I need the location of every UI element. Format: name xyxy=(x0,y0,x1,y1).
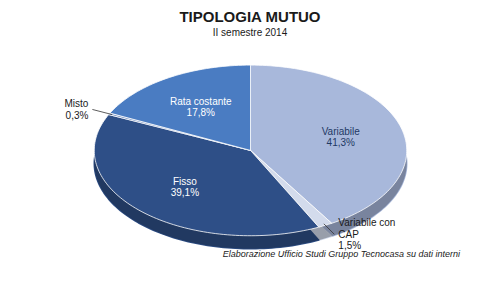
svg-text:Variabile41,3%: Variabile41,3% xyxy=(322,126,361,148)
svg-text:Fisso39,1%: Fisso39,1% xyxy=(171,176,199,199)
svg-text:Misto0,3%: Misto0,3% xyxy=(64,98,88,121)
html-text:II semestre 2014: II semestre 2014 xyxy=(212,27,288,38)
html-text:TIPOLOGIA MUTUO: TIPOLOGIA MUTUO xyxy=(179,8,321,25)
html-text:Elaborazione Ufficio Studi Gru: Elaborazione Ufficio Studi Gruppo Tecnoc… xyxy=(222,249,460,259)
svg-text:Variabile conCAP1,5%: Variabile conCAP1,5% xyxy=(338,217,395,251)
svg-text:Rata costante17,8%: Rata costante17,8% xyxy=(170,96,232,119)
